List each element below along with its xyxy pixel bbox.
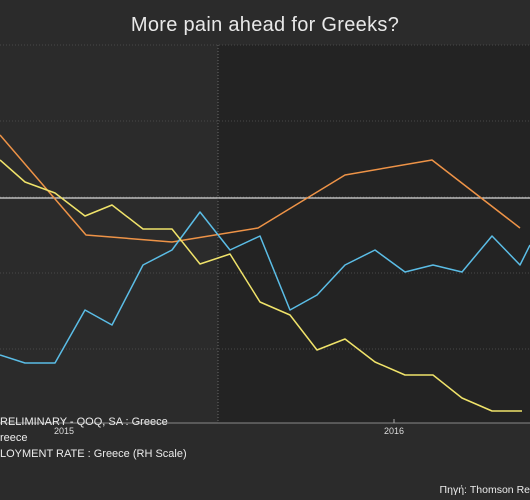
legend-item: reece — [0, 432, 28, 444]
plot-background-shade — [218, 45, 530, 423]
x-tick-label: 2015 — [54, 426, 74, 436]
legend: RELIMINARY - QOQ, SA : Greece reece LOYM… — [0, 414, 187, 462]
series-line-1 — [0, 134, 521, 243]
x-tick-label: 2016 — [384, 426, 404, 436]
legend-item: RELIMINARY - QOQ, SA : Greece — [0, 416, 168, 428]
chart-title: More pain ahead for Greeks? — [130, 14, 400, 36]
series-line-3 — [0, 159, 522, 412]
legend-item: LOYMENT RATE : Greece (RH Scale) — [0, 448, 187, 460]
series-line-2 — [0, 211, 530, 364]
source-note: Πηγή: Thomson Re — [439, 484, 530, 496]
